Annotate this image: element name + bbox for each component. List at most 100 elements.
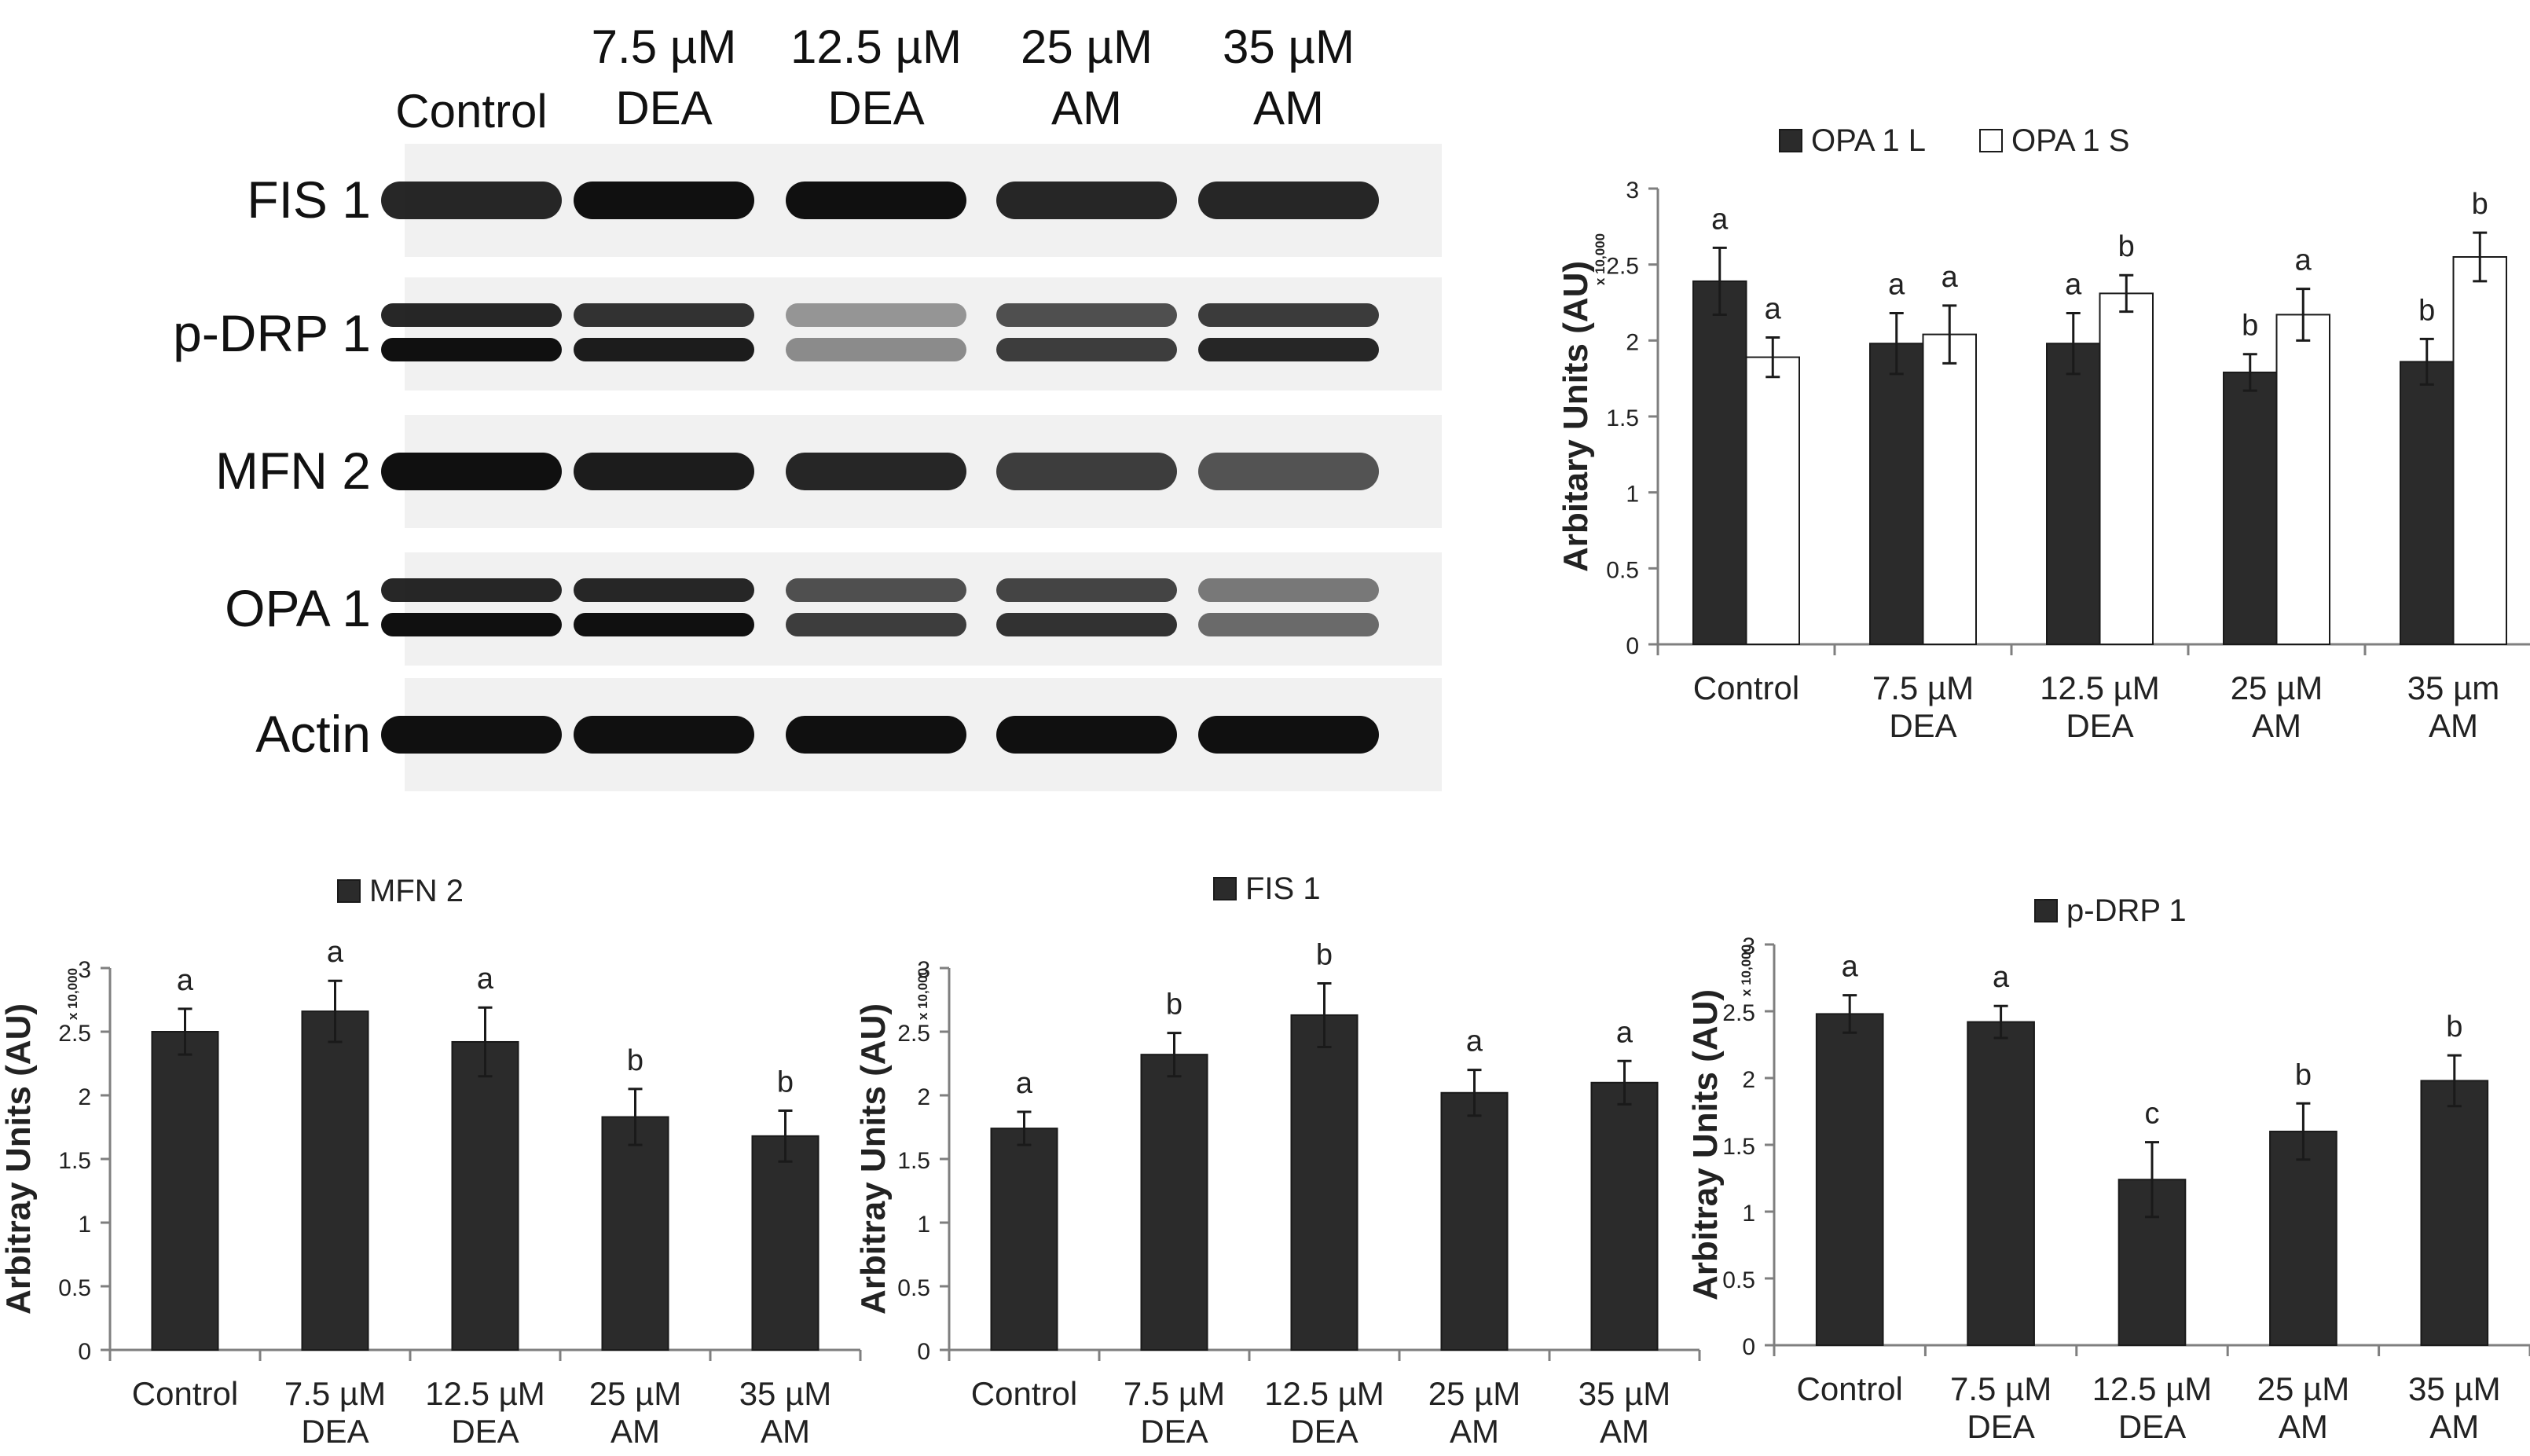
fis1-category-label-2: AM xyxy=(1600,1413,1649,1450)
protein-label-1: p-DRP 1 xyxy=(173,304,371,362)
pdrp1-significance-letter: a xyxy=(1842,951,1859,984)
mfn2-legend-label: MFN 2 xyxy=(369,874,464,908)
fis1-significance-letter: a xyxy=(1616,1016,1634,1049)
blot-band xyxy=(381,338,562,361)
mfn2-significance-letter: b xyxy=(777,1065,794,1098)
fis1-bar xyxy=(1140,1054,1208,1351)
blot-band xyxy=(574,182,754,219)
blot-band xyxy=(381,716,562,754)
fis1-chart: 0 0.5 1 1.5 2 2.5 3 Arbitray Units (AU) x 10,000… xyxy=(854,871,1701,1450)
protein-label-0: FIS 1 xyxy=(247,171,371,229)
blot-band xyxy=(996,303,1177,327)
opa1-significance-letter: a xyxy=(1888,269,1905,302)
pdrp1-significance-letter: b xyxy=(2295,1058,2312,1091)
pdrp1-legend-label: p-DRP 1 xyxy=(2066,893,2187,928)
fis1-category-label-2: DEA xyxy=(1140,1413,1208,1450)
opa1-y-tick-label: 0 xyxy=(1626,633,1639,659)
fis1-bar xyxy=(1590,1081,1659,1351)
fis1-category-label: 35 µM xyxy=(1578,1375,1671,1412)
pdrp1-significance-letter: a xyxy=(1993,961,2010,994)
mfn2-y-tick-label: 1.5 xyxy=(58,1148,91,1174)
fis1-category-label: 7.5 µM xyxy=(1124,1375,1225,1412)
mfn2-category-label: 7.5 µM xyxy=(284,1375,386,1412)
opa1-significance-letter: a xyxy=(1765,292,1782,325)
blot-band xyxy=(786,613,966,636)
opa1-bar xyxy=(2223,371,2278,645)
blot-band xyxy=(1198,338,1379,361)
mfn2-category-label-2: AM xyxy=(761,1413,810,1450)
opa1-y-tick-label: 0.5 xyxy=(1606,557,1639,583)
opa1-category-label: Control xyxy=(1693,669,1799,706)
protein-label-3: OPA 1 xyxy=(225,579,371,637)
opa1-legend-label: OPA 1 L xyxy=(1811,123,1926,158)
pdrp1-y-tick-label: 0 xyxy=(1742,1334,1755,1360)
opa1-bar xyxy=(1745,356,1800,645)
fis1-y-scale-note: x 10,000 xyxy=(915,968,930,1020)
lane-label-2-line1: 7.5 µM xyxy=(592,20,737,73)
pdrp1-y-tick-label: 0.5 xyxy=(1722,1267,1755,1293)
fis1-y-axis-label: Arbitray Units (AU) xyxy=(854,1003,893,1315)
fis1-legend-label: FIS 1 xyxy=(1245,871,1321,906)
opa1-category-label-2: DEA xyxy=(1889,707,1956,744)
protein-label-4: Actin xyxy=(255,705,371,763)
fis1-bar xyxy=(1440,1091,1509,1351)
opa1-category-label-2: AM xyxy=(2429,707,2478,744)
opa1-significance-letter: a xyxy=(2295,244,2312,277)
fis1-y-tick-label: 2 xyxy=(917,1084,930,1110)
pdrp1-significance-letter: c xyxy=(2145,1098,2160,1131)
blot-band xyxy=(574,338,754,361)
fis1-significance-letter: a xyxy=(1016,1067,1033,1100)
blot-band xyxy=(786,303,966,327)
blot-band xyxy=(381,182,562,219)
opa1-significance-letter: a xyxy=(2065,269,2082,302)
pdrp1-category-label: 12.5 µM xyxy=(2092,1370,2213,1407)
lane-label-3-line1: 12.5 µM xyxy=(790,20,962,73)
opa1-y-tick-label: 1 xyxy=(1626,482,1639,508)
fis1-bar xyxy=(1290,1014,1358,1351)
blot-band xyxy=(1198,182,1379,219)
mfn2-y-tick-label: 0.5 xyxy=(58,1275,91,1301)
pdrp1-category-label: 7.5 µM xyxy=(1950,1370,2052,1407)
opa1-bar xyxy=(2275,314,2330,645)
blot-band xyxy=(574,453,754,490)
opa1-y-axis-label: Arbitary Units (AU) xyxy=(1556,261,1595,572)
pdrp1-category-label-2: DEA xyxy=(2118,1408,2186,1445)
opa1-bar xyxy=(2099,292,2154,645)
pdrp1-bar xyxy=(2420,1080,2489,1347)
opa1-significance-letter: a xyxy=(1942,261,1959,294)
pdrp1-bar xyxy=(1815,1013,1884,1347)
opa1-significance-letter: b xyxy=(2118,230,2135,263)
blot-band xyxy=(1198,613,1379,636)
fis1-significance-letter: b xyxy=(1166,988,1182,1021)
blot-band xyxy=(1198,716,1379,754)
opa1-significance-letter: b xyxy=(2242,310,2258,343)
opa1-bar xyxy=(1922,333,1977,645)
blot-band xyxy=(574,716,754,754)
opa1-bar xyxy=(2400,361,2455,645)
mfn2-category-label: Control xyxy=(132,1375,238,1412)
lane-label-1-line2: Control xyxy=(395,85,547,138)
mfn2-bar xyxy=(601,1116,669,1351)
blot-band xyxy=(996,578,1177,602)
mfn2-y-tick-label: 1 xyxy=(78,1212,91,1238)
mfn2-y-tick-label: 2.5 xyxy=(58,1021,91,1047)
pdrp1-category-label-2: DEA xyxy=(1967,1408,2034,1445)
fis1-category-label-2: DEA xyxy=(1290,1413,1358,1450)
western-blot-panel: Control 7.5 µM DEA 12.5 µM DEA 25 µM AM 35 µM AM… xyxy=(173,20,1442,791)
blot-band xyxy=(1198,453,1379,490)
blot-band xyxy=(996,613,1177,636)
blot-band xyxy=(381,613,562,636)
blot-band xyxy=(996,716,1177,754)
pdrp1-y-tick-label: 1.5 xyxy=(1722,1134,1755,1160)
opa1-legend-swatch xyxy=(1979,129,2003,152)
mfn2-significance-letter: a xyxy=(477,963,494,996)
pdrp1-significance-letter: b xyxy=(2446,1010,2462,1043)
pdrp1-bar xyxy=(1967,1021,2035,1346)
fis1-y-tick-label: 0.5 xyxy=(897,1275,930,1301)
mfn2-y-scale-note: x 10,000 xyxy=(65,968,80,1020)
opa1-bar xyxy=(2452,256,2507,645)
opa1-significance-letter: b xyxy=(2418,294,2435,327)
lane-label-4-line2: AM xyxy=(1051,82,1122,134)
mfn2-category-label-2: AM xyxy=(610,1413,660,1450)
fis1-legend-swatch xyxy=(1213,877,1237,900)
